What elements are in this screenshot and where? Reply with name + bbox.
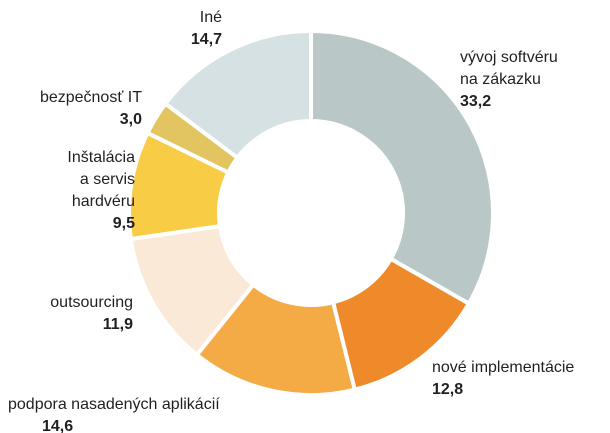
slice-label: Iné [200,9,222,26]
slice-label: vývoj softvéru na zákazku [460,49,558,88]
label-line: podpora nasadených aplikácií [8,396,220,413]
label-line: Inštalácia [67,149,135,166]
value-label: 9,5 [113,215,135,232]
slice-label: Inštalácia a servis hardvéru [67,149,135,210]
label-line: bezpečnosť IT [40,89,142,106]
slice-label: podpora nasadených aplikácií [8,396,220,413]
label-line: na zákazku [460,71,541,88]
label-line: outsourcing [50,294,133,311]
label-line: a servis [80,171,135,188]
label-line: vývoj softvéru [460,49,558,66]
label-line: Iné [200,9,222,26]
value-label: 12,8 [432,381,463,398]
slice-label: nové implementácie [432,359,574,376]
slice-label: outsourcing [50,294,133,311]
value-label: 14,7 [191,31,222,48]
slice-label: bezpečnosť IT [40,89,142,106]
value-label: 14,6 [42,418,73,433]
value-label: 3,0 [120,111,142,128]
value-label: 33,2 [460,93,491,110]
label-line: nové implementácie [432,359,574,376]
donut-slice [309,28,495,307]
donut-slice [162,28,313,161]
label-line: hardvéru [72,193,135,210]
value-label: 11,9 [103,316,133,333]
